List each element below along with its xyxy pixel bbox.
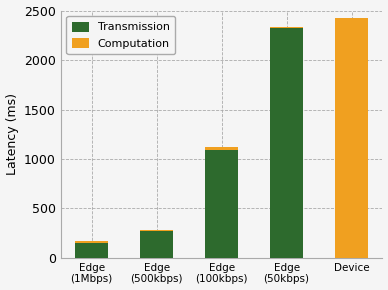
Bar [205, 147, 238, 150]
Legend: Transmission, Computation: Transmission, Computation [66, 16, 175, 54]
Bar [75, 243, 108, 258]
Bar [75, 241, 108, 243]
Bar [205, 150, 238, 258]
Bar [270, 28, 303, 258]
Bar [140, 231, 173, 258]
Bar [140, 230, 173, 231]
Y-axis label: Latency (ms): Latency (ms) [5, 93, 19, 175]
Bar [335, 19, 368, 258]
Bar [270, 27, 303, 28]
